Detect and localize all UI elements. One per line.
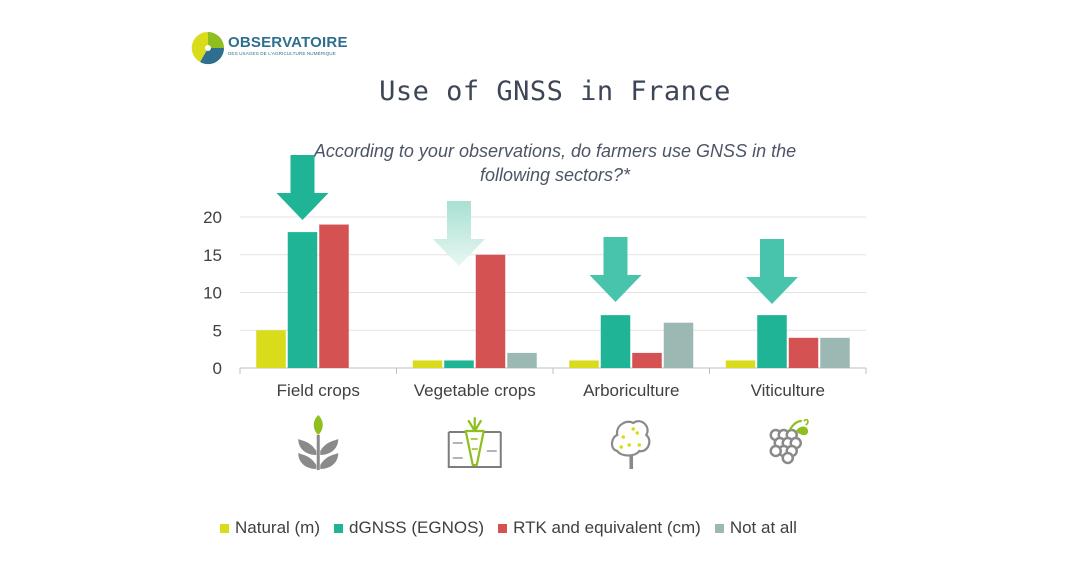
bar	[569, 360, 599, 368]
grapes-icon	[769, 418, 809, 465]
legend-item: Not at all	[714, 518, 797, 538]
y-tick-label: 15	[203, 246, 222, 265]
legend-swatch	[220, 523, 229, 533]
bar	[256, 330, 286, 368]
down-arrow	[433, 201, 485, 266]
wheat-sprout-icon	[298, 415, 339, 470]
bar	[287, 232, 318, 368]
x-tick-label: Viticulture	[751, 381, 825, 400]
y-tick-label: 20	[203, 208, 222, 227]
chart-title: Use of GNSS in France	[379, 76, 731, 107]
legend-label: Not at all	[729, 518, 797, 537]
chart-legend: Natural (m) dGNSS (EGNOS) RTK and equivale…	[220, 518, 811, 538]
y-tick-label: 10	[203, 284, 222, 303]
bar	[632, 352, 662, 368]
x-tick-label: Field crops	[277, 381, 360, 400]
down-arrow	[276, 155, 329, 220]
bar	[600, 315, 631, 368]
bar	[663, 322, 694, 368]
bar	[788, 337, 819, 368]
legend-swatch	[714, 523, 724, 533]
bar	[757, 315, 787, 368]
bar	[725, 360, 756, 368]
legend-swatch	[334, 523, 344, 533]
bar	[412, 360, 443, 368]
legend-swatch	[498, 523, 508, 533]
legend-item: Natural (m)	[220, 518, 320, 538]
legend-item: dGNSS (EGNOS)	[334, 518, 484, 538]
legend-label: dGNSS (EGNOS)	[349, 518, 485, 537]
legend-item: RTK and equivalent (cm)	[498, 518, 701, 538]
x-tick-label: Vegetable crops	[414, 381, 536, 400]
legend-label: Natural (m)	[235, 518, 321, 537]
bar	[475, 254, 506, 368]
down-arrow	[589, 237, 642, 302]
bar	[444, 360, 474, 368]
observatoire-logo: OBSERVATOIRE DES USAGES DE L'AGRICULTURE…	[190, 28, 360, 68]
logo-tagline: DES USAGES DE L'AGRICULTURE NUMÉRIQUE	[228, 51, 336, 56]
bar	[820, 337, 850, 368]
y-tick-label: 0	[213, 359, 222, 378]
logo-name: OBSERVATOIRE	[228, 34, 348, 51]
legend-label: RTK and equivalent (cm)	[513, 518, 701, 537]
x-tick-label: Arboriculture	[583, 381, 679, 400]
fruit-tree-icon	[610, 420, 651, 469]
y-tick-label: 5	[213, 321, 222, 340]
bar	[319, 224, 349, 368]
bar	[507, 352, 537, 368]
carrot-in-soil-icon	[446, 416, 503, 468]
down-arrow	[746, 239, 798, 304]
logo-mark-icon	[191, 31, 225, 65]
chart-subtitle: According to your observations, do farme…	[313, 141, 797, 185]
